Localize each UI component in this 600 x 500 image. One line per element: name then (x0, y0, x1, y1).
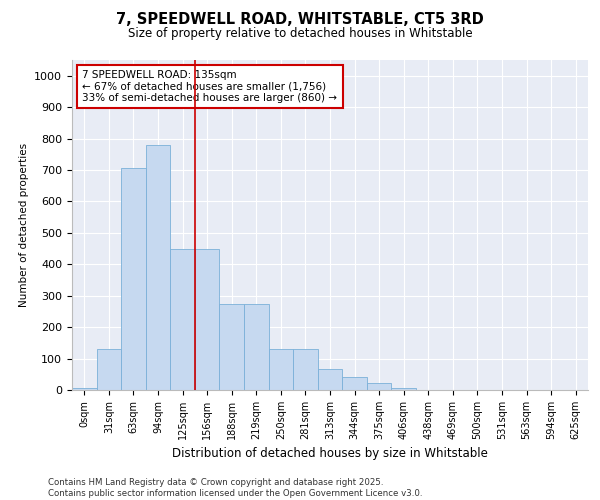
Bar (170, 248, 195, 390)
Bar (72, 388, 97, 390)
Bar (318, 368, 342, 390)
Bar (121, 168, 146, 390)
Bar (195, 248, 220, 390)
Text: Size of property relative to detached houses in Whitstable: Size of property relative to detached ho… (128, 28, 472, 40)
X-axis label: Distribution of detached houses by size in Whitstable: Distribution of detached houses by size … (172, 448, 488, 460)
Text: Contains HM Land Registry data © Crown copyright and database right 2025.
Contai: Contains HM Land Registry data © Crown c… (48, 478, 422, 498)
Bar (342, 378, 367, 390)
Bar (146, 145, 170, 390)
Y-axis label: Number of detached properties: Number of detached properties (19, 143, 29, 307)
Bar (220, 304, 244, 390)
Text: 7, SPEEDWELL ROAD, WHITSTABLE, CT5 3RD: 7, SPEEDWELL ROAD, WHITSTABLE, CT5 3RD (116, 12, 484, 28)
Text: 7 SPEEDWELL ROAD: 135sqm
← 67% of detached houses are smaller (1,756)
33% of sem: 7 SPEEDWELL ROAD: 135sqm ← 67% of detach… (82, 70, 337, 103)
Bar (244, 304, 269, 390)
Bar (97, 349, 121, 390)
Bar (293, 349, 318, 390)
Bar (269, 349, 293, 390)
Bar (367, 383, 391, 390)
Bar (391, 388, 416, 390)
